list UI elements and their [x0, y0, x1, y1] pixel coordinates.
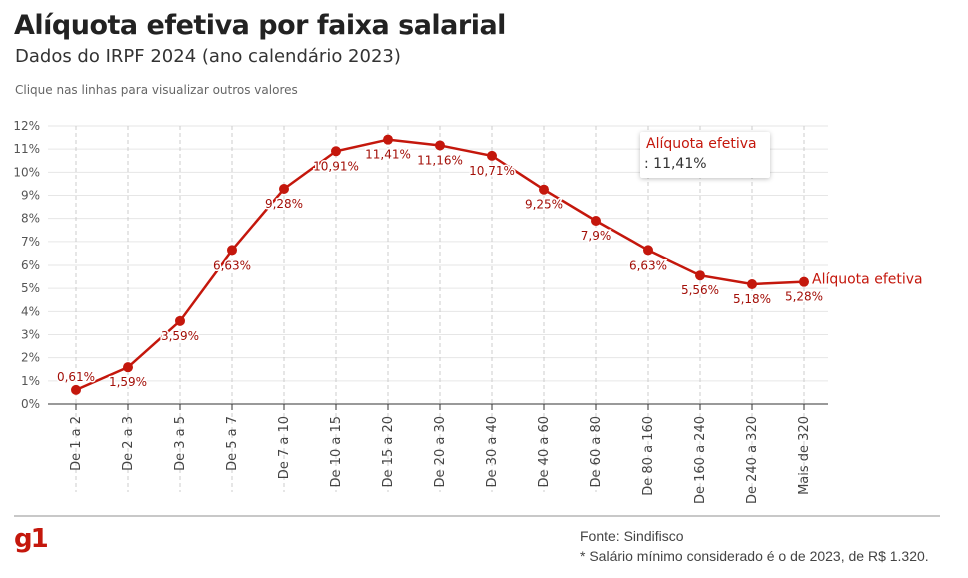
data-point: [227, 245, 237, 256]
data-label: 7,9%: [581, 229, 612, 243]
data-point: [487, 150, 497, 161]
line-chart[interactable]: 0% 1% 2% 3% 4% 5% 6% 7% 8% 9% 10% 11% 12% De 1 a 2 De …: [0, 0, 968, 510]
data-point: [331, 146, 341, 157]
footer-notes: Fonte: Sindifisco * Salário mínimo consi…: [580, 526, 929, 566]
x-tick-label: De 5 a 7: [225, 416, 240, 471]
data-label: 9,25%: [525, 198, 563, 212]
data-point: [539, 184, 549, 195]
data-label: 3,59%: [161, 329, 199, 343]
data-point: [383, 134, 393, 145]
data-label: 10,91%: [313, 159, 359, 173]
y-tick-label: 10%: [13, 165, 40, 179]
y-tick-label: 11%: [13, 142, 40, 156]
data-point: [747, 278, 757, 289]
x-tick-label: De 3 a 5: [173, 416, 188, 471]
x-tick-label: Mais de 320: [797, 416, 812, 495]
hint-text: Clique nas linhas para visualizar outros…: [15, 83, 298, 97]
tooltip-series: Alíquota efetiva: [646, 136, 757, 152]
x-tick-label: De 60 a 80: [589, 416, 604, 487]
y-tick-label: 0%: [21, 397, 40, 411]
y-tick-label: 4%: [21, 304, 40, 318]
data-point: [591, 215, 601, 226]
data-label: 10,71%: [469, 164, 515, 178]
x-tick-label: De 10 a 15: [329, 416, 344, 487]
tooltip-value: : 11,41%: [644, 156, 707, 172]
data-point: [71, 384, 81, 395]
g1-logo: g1: [14, 524, 49, 554]
y-tick-label: 12%: [13, 119, 40, 133]
y-tick-label: 2%: [21, 351, 40, 365]
y-tick-label: 6%: [21, 258, 40, 272]
source-text: Fonte: Sindifisco: [580, 528, 684, 544]
y-tick-label: 3%: [21, 328, 40, 342]
data-label: 5,18%: [733, 292, 771, 306]
data-label: 0,61%: [57, 370, 95, 384]
data-point: [435, 140, 445, 151]
x-tick-label: De 15 a 20: [381, 416, 396, 487]
data-point: [643, 245, 653, 256]
x-tick-label: De 20 a 30: [433, 416, 448, 487]
series-label: Alíquota efetiva: [812, 272, 923, 288]
x-tick-label: De 30 a 40: [485, 416, 500, 487]
chart-title: Alíquota efetiva por faixa salarial: [14, 10, 506, 41]
y-tick-label: 1%: [21, 374, 40, 388]
data-point: [799, 276, 809, 287]
data-point: [175, 315, 185, 326]
x-tick-label: De 160 a 240: [693, 416, 708, 504]
x-tick-label: De 240 a 320: [745, 416, 760, 504]
data-label: 11,41%: [365, 148, 411, 162]
y-tick-label: 7%: [21, 235, 40, 249]
footer-divider: [14, 515, 940, 517]
chart-subtitle: Dados do IRPF 2024 (ano calendário 2023): [15, 46, 401, 67]
tooltip: Alíquota efetiva : 11,41%: [640, 132, 770, 178]
data-label: 11,16%: [417, 153, 463, 167]
data-label: 5,28%: [785, 290, 823, 304]
y-tick-label: 8%: [21, 212, 40, 226]
x-tick-label: De 1 a 2: [69, 416, 84, 471]
x-tick-label: De 7 a 10: [277, 416, 292, 479]
x-tick-label: De 40 a 60: [537, 416, 552, 487]
y-tick-label: 5%: [21, 281, 40, 295]
footnote-text: * Salário mínimo considerado é o de 2023…: [580, 548, 929, 564]
data-point: [279, 184, 289, 195]
x-tick-label: De 2 a 3: [121, 416, 136, 471]
data-label: 5,56%: [681, 283, 719, 297]
x-tick-label: De 80 a 160: [641, 416, 656, 496]
data-label: 1,59%: [109, 375, 147, 389]
data-point: [695, 270, 705, 281]
data-label: 9,28%: [265, 197, 303, 211]
data-point: [123, 362, 133, 373]
data-label: 6,63%: [629, 258, 667, 272]
data-label: 6,63%: [213, 258, 251, 272]
y-tick-label: 9%: [21, 189, 40, 203]
